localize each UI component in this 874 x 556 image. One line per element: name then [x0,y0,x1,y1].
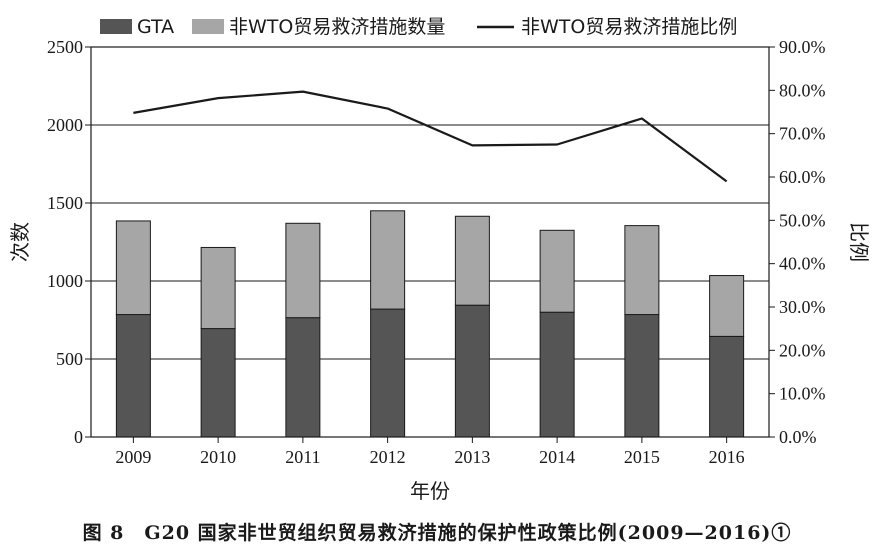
bar-non-wto-count [709,275,745,337]
x-tick-label: 2013 [454,447,490,467]
x-tick-label: 2014 [539,447,575,467]
bar-gta [539,311,575,438]
x-tick-label: 2016 [709,447,745,467]
y2-tick-label: 70.0% [779,124,826,144]
y-tick-label: 2500 [47,37,83,57]
bar-series [115,210,745,438]
x-tick-label: 2015 [624,447,660,467]
bar-non-wto-count [200,246,236,330]
bar-gta [200,328,236,438]
legend-swatch-count [192,19,224,34]
y2-tick-label: 40.0% [779,254,826,274]
ratio-line [133,90,728,183]
gridlines [91,124,769,360]
x-axis-label: 年份 [410,479,450,503]
bar-non-wto-count [285,222,321,319]
legend-swatch-gta [100,19,132,34]
bar-non-wto-count [539,229,575,313]
bar-gta [370,308,406,438]
legend: GTA 非WTO贸易救济措施数量 非WTO贸易救济措施比例 [100,16,737,38]
bar-non-wto-count [624,225,660,316]
bar-non-wto-count [115,220,151,316]
y-tick-label: 0 [74,427,83,447]
left-axis-ticks: 0 500 1000 1500 2000 2500 [47,37,91,447]
plot-frame [90,46,770,438]
x-tick-label: 2011 [285,447,320,467]
bar-non-wto-count [370,210,406,310]
y2-tick-label: 50.0% [779,210,826,230]
x-tick-label: 2010 [200,447,236,467]
y2-axis-label: 比例 [847,222,871,262]
legend-label-gta: GTA [137,16,174,38]
y2-tick-label: 60.0% [779,167,826,187]
bar-non-wto-count [454,215,490,306]
y2-tick-label: 10.0% [779,384,826,404]
right-axis-ticks: 0.0% 10.0% 20.0% 30.0% 40.0% 50.0% 60.0% 70.0% 8… [769,37,826,447]
y2-tick-label: 0.0% [779,427,817,447]
legend-label-count: 非WTO贸易救济措施数量 [229,16,445,38]
bar-gta [115,314,151,438]
y-tick-label: 1000 [47,271,83,291]
y-tick-label: 2000 [47,115,83,135]
ratio-line-series [133,90,728,183]
y2-tick-label: 80.0% [779,80,826,100]
x-tick-label: 2012 [370,447,406,467]
y2-tick-label: 20.0% [779,340,826,360]
x-axis-ticks: 2009 2010 2011 2012 2013 2014 2015 2016 [115,437,745,467]
y-tick-label: 1500 [47,193,83,213]
y-tick-label: 500 [56,349,83,369]
legend-label-ratio: 非WTO贸易救济措施比例 [521,16,737,38]
y2-tick-label: 90.0% [779,37,826,57]
bar-gta [454,304,490,438]
bar-gta [285,317,321,438]
figure-caption: 图 8 G20 国家非世贸组织贸易救济措施的保护性政策比例(2009—2016)… [82,522,792,544]
x-tick-label: 2009 [115,447,151,467]
y-axis-label: 次数 [8,222,32,262]
bar-gta [624,314,660,438]
combo-chart: 0 500 1000 1500 2000 2500 0.0% 10.0% 20.0% 30.0%… [8,16,871,503]
bar-gta [709,335,745,438]
y2-tick-label: 30.0% [779,297,826,317]
